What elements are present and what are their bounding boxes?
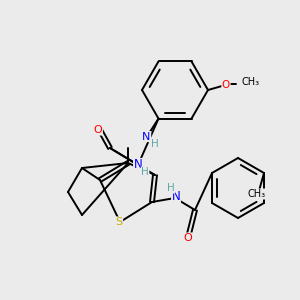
Text: O: O (222, 80, 230, 90)
Text: H: H (167, 183, 175, 193)
Text: H: H (151, 139, 158, 148)
Text: N: N (142, 132, 151, 142)
Text: O: O (94, 125, 102, 135)
Text: S: S (116, 217, 123, 227)
Text: H: H (141, 167, 149, 177)
Text: N: N (172, 190, 180, 203)
Text: CH₃: CH₃ (248, 189, 266, 199)
Text: O: O (184, 233, 192, 243)
Text: N: N (134, 158, 142, 172)
Text: CH₃: CH₃ (242, 77, 260, 87)
